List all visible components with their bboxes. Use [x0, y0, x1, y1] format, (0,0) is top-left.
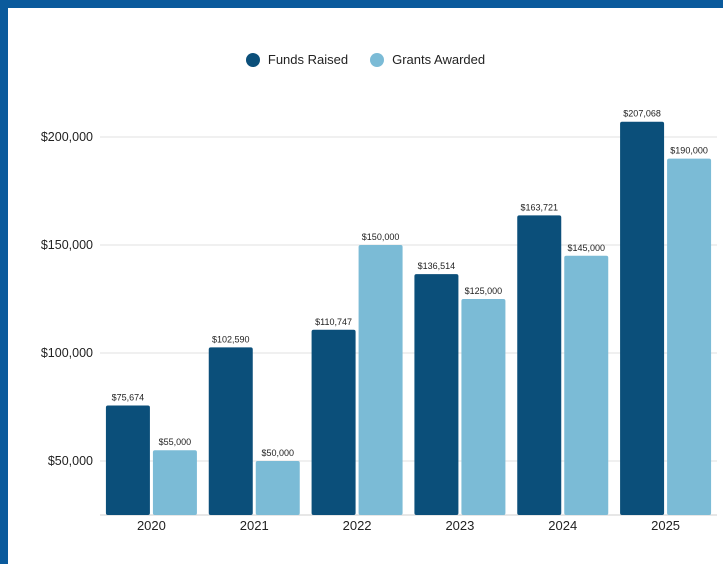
bar-chart: $50,000 $100,000 $150,000 $200,000 $75,674 $5…: [41, 109, 717, 533]
x-tick-label: 2023: [445, 518, 474, 533]
x-tick-label: 2025: [651, 518, 680, 533]
data-label: $125,000: [465, 286, 503, 296]
x-tick-label: 2020: [137, 518, 166, 533]
data-label: $55,000: [159, 437, 192, 447]
data-label: $102,590: [212, 334, 250, 344]
bar-grants-awarded-2020: [152, 450, 197, 515]
bar-funds-raised-2025: [620, 121, 665, 515]
bar-funds-raised-2023: [414, 274, 459, 515]
data-label: $75,674: [112, 393, 145, 403]
y-tick-label: $150,000: [41, 238, 93, 252]
data-label: $163,721: [520, 202, 558, 212]
bar-grants-awarded-2024: [564, 255, 609, 516]
legend-item-funds-raised: Funds Raised: [245, 52, 349, 67]
legend-label-grants-awarded: Grants Awarded: [392, 52, 486, 67]
chart-legend: Funds Raised Grants Awarded: [8, 52, 723, 67]
bar-grants-awarded-2023: [461, 299, 506, 515]
data-label: $50,000: [261, 448, 294, 458]
bar-funds-raised-2024: [517, 215, 562, 515]
bar-funds-raised-2022: [311, 329, 356, 515]
bar-grants-awarded-2021: [255, 461, 300, 515]
x-tick-label: 2021: [240, 518, 269, 533]
bar-grants-awarded-2022: [358, 245, 403, 515]
data-label: $150,000: [362, 232, 400, 242]
chart-frame: Funds Raised Grants Awarded $50,000 $100,…: [8, 8, 723, 564]
y-tick-label: $100,000: [41, 346, 93, 360]
x-tick-label: 2022: [343, 518, 372, 533]
y-tick-label: $50,000: [48, 454, 93, 468]
y-tick-label: $200,000: [41, 130, 93, 144]
legend-item-grants-awarded: Grants Awarded: [370, 52, 485, 67]
data-label: $110,747: [315, 317, 352, 327]
bar-funds-raised-2021: [208, 347, 253, 515]
bar-funds-raised-2020: [105, 405, 150, 515]
data-label: $145,000: [567, 243, 605, 253]
legend-swatch-funds-raised: [245, 52, 260, 67]
data-label: $190,000: [670, 146, 708, 156]
data-label: $207,068: [623, 109, 661, 119]
x-tick-label: 2024: [548, 518, 577, 533]
legend-label-funds-raised: Funds Raised: [267, 52, 349, 67]
legend-swatch-grants-awarded: [370, 52, 385, 67]
bar-grants-awarded-2025: [667, 158, 712, 515]
data-label: $136,514: [418, 261, 456, 271]
